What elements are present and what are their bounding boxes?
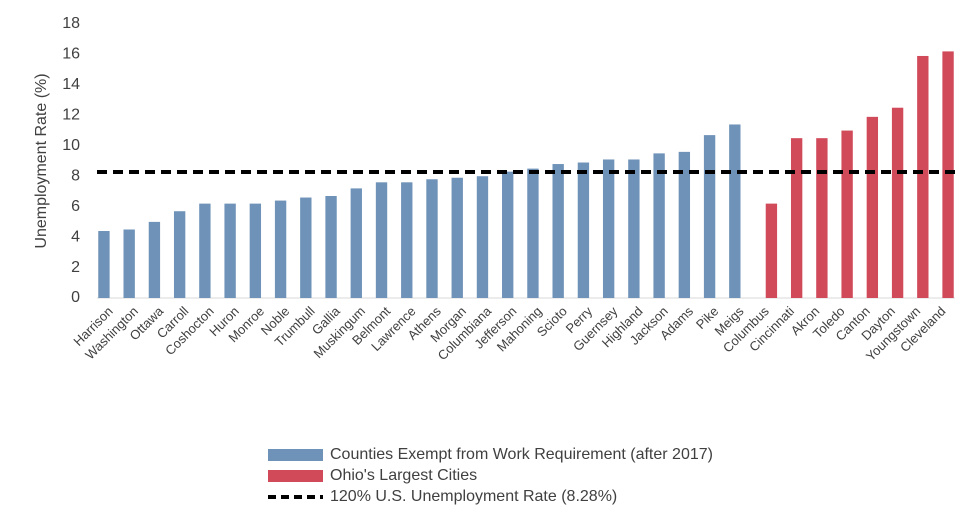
bar — [123, 229, 135, 298]
bar — [653, 153, 665, 298]
bar — [917, 55, 929, 298]
bar — [765, 203, 778, 298]
bar — [527, 168, 539, 298]
bar — [300, 197, 312, 298]
bar — [729, 124, 741, 298]
y-tick-label: 12 — [62, 107, 80, 124]
legend-label: 120% U.S. Unemployment Rate (8.28%) — [330, 488, 617, 505]
y-tick-label: 10 — [62, 137, 80, 154]
bar — [502, 171, 514, 298]
bar — [199, 203, 211, 298]
legend-label: Ohio's Largest Cities — [330, 467, 477, 484]
bar — [891, 107, 904, 298]
y-axis-label: Unemployment Rate (%) — [33, 73, 50, 248]
bar — [678, 151, 691, 298]
bar — [866, 116, 879, 298]
bar — [375, 182, 388, 298]
bar — [841, 130, 853, 298]
bar — [224, 203, 236, 298]
legend-swatch — [268, 449, 323, 461]
y-tick-label: 4 — [71, 228, 80, 245]
y-tick-label: 18 — [62, 15, 80, 32]
legend-swatch — [268, 470, 323, 482]
bar — [476, 176, 489, 298]
bar — [350, 188, 362, 298]
bar — [249, 203, 262, 298]
bar — [790, 138, 803, 298]
y-tick-label: 6 — [71, 198, 80, 215]
bar — [274, 200, 287, 298]
bar — [173, 211, 186, 298]
bar — [451, 177, 463, 298]
y-tick-label: 16 — [62, 46, 80, 63]
bar — [325, 196, 337, 298]
bar — [602, 159, 615, 298]
legend-label: Counties Exempt from Work Requirement (a… — [330, 446, 713, 463]
bar — [552, 164, 564, 298]
bar — [628, 159, 640, 298]
bar — [942, 51, 954, 299]
bar — [148, 221, 161, 298]
y-tick-label: 8 — [71, 167, 80, 184]
y-tick-label: 14 — [62, 76, 80, 93]
bar — [98, 231, 110, 298]
y-tick-label: 0 — [71, 289, 80, 306]
y-tick-label: 2 — [71, 259, 80, 276]
bar — [577, 162, 590, 298]
bar — [401, 182, 413, 298]
bar — [426, 179, 438, 298]
bar — [703, 135, 716, 298]
bar — [816, 138, 828, 298]
